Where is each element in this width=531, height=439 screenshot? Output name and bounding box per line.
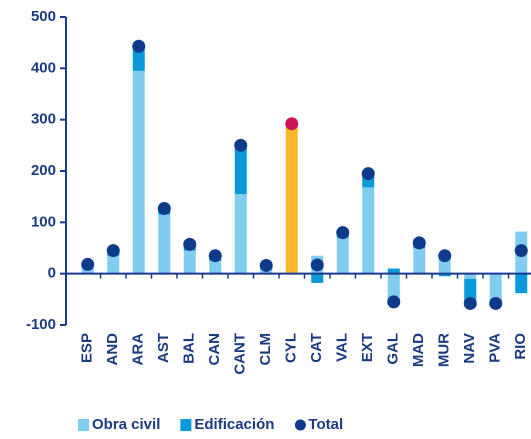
total-dot — [412, 236, 426, 250]
x-tick-label: GAL — [385, 333, 402, 365]
legend-label: Edificación — [194, 416, 274, 433]
bar-segment — [132, 46, 145, 71]
legend-swatch — [294, 419, 306, 431]
total-dot — [234, 138, 248, 152]
bar-segment — [336, 237, 349, 274]
legend-swatch — [78, 419, 89, 431]
bar-segment — [107, 255, 120, 274]
bar-segment — [234, 147, 247, 195]
bar-segment — [464, 278, 477, 304]
y-tick-label: 500 — [31, 8, 56, 25]
y-tick-label: -100 — [26, 316, 56, 333]
x-tick-label: AST — [155, 333, 172, 363]
total-dot — [438, 249, 452, 263]
total-dot — [514, 244, 528, 258]
bar-segment — [209, 260, 222, 274]
x-tick-label: PVA — [487, 333, 504, 363]
bar-segment — [285, 124, 298, 274]
y-tick-label: 400 — [31, 59, 56, 76]
total-dot — [489, 296, 503, 310]
x-tick-label: CAT — [308, 333, 325, 363]
total-dot — [81, 257, 95, 271]
y-tick-label: 200 — [31, 162, 56, 179]
x-tick-label: MAD — [410, 333, 427, 367]
bar-segment — [234, 194, 247, 274]
legend-label: Obra civil — [92, 416, 160, 433]
bar-segment — [132, 70, 145, 274]
bar-segment — [362, 187, 375, 274]
x-tick-label: VAL — [334, 333, 351, 362]
bar-segment — [464, 273, 477, 279]
bar-segment — [158, 214, 171, 274]
total-dot — [183, 237, 197, 251]
total-dot — [361, 167, 375, 181]
x-tick-label: ARA — [130, 333, 147, 366]
bar-segment — [183, 250, 196, 274]
total-dot — [106, 244, 120, 258]
x-tick-label: CYL — [283, 333, 300, 363]
x-tick-label: AND — [104, 333, 121, 366]
y-tick-label: 100 — [31, 213, 56, 230]
total-dot — [259, 258, 273, 272]
x-tick-label: CAN — [206, 333, 223, 366]
y-tick-label: 0 — [48, 265, 56, 282]
total-dot — [387, 295, 401, 309]
total-dot — [310, 258, 324, 272]
bar-segment — [311, 273, 324, 283]
x-tick-label: CANT — [232, 333, 249, 375]
x-tick-label: NAV — [461, 333, 478, 364]
bar-segment — [387, 268, 400, 274]
x-tick-label: EXT — [359, 333, 376, 362]
total-dot — [208, 249, 222, 263]
y-tick-label: 300 — [31, 111, 56, 128]
x-tick-label: ESP — [79, 333, 96, 363]
x-tick-label: MUR — [436, 333, 453, 367]
total-dot — [132, 39, 146, 53]
x-tick-label: CLM — [257, 333, 274, 366]
legend-swatch — [180, 419, 192, 431]
bar-segment — [438, 273, 451, 277]
bar-segment — [413, 248, 426, 274]
total-dot — [157, 201, 171, 215]
bar-segment — [515, 273, 528, 294]
total-dot — [463, 296, 477, 310]
bar-segment — [489, 273, 502, 300]
total-dot — [336, 226, 350, 240]
x-tick-label: BAL — [181, 333, 198, 364]
total-dot — [285, 117, 299, 131]
x-tick-label: RIO — [512, 333, 529, 360]
legend-label: Total — [308, 416, 343, 433]
